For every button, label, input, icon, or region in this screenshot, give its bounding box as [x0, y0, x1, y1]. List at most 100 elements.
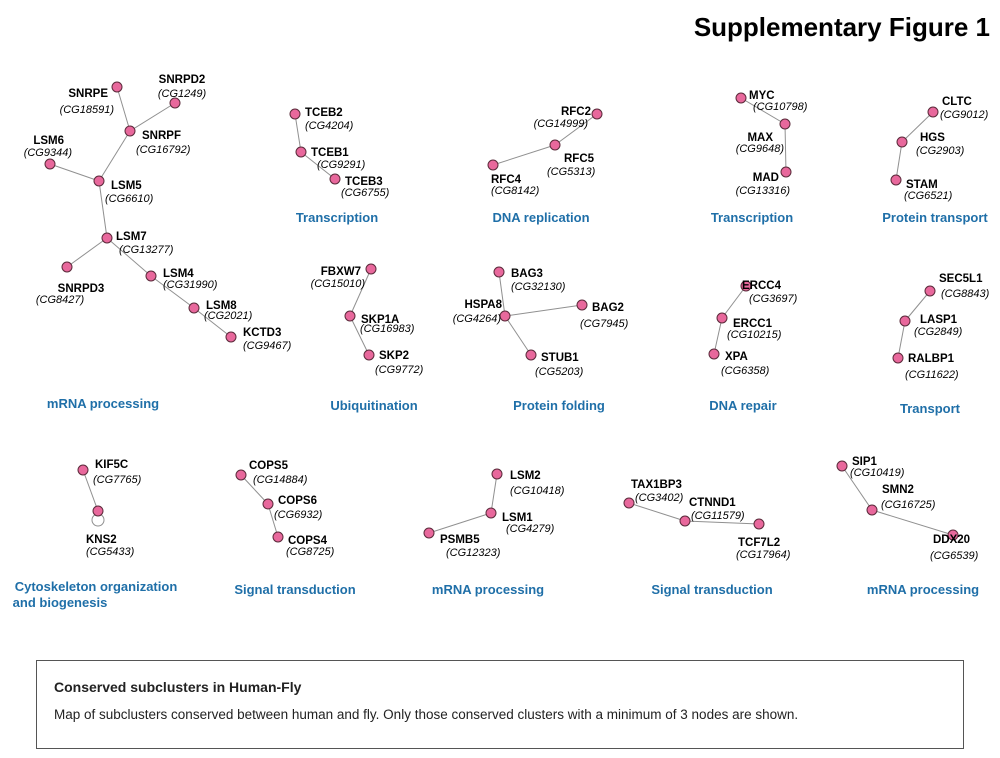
node-tceb2[interactable] [289, 108, 301, 120]
edge-lsm7-lsm4 [106, 237, 152, 277]
edge-snrpf-lsm5 [98, 130, 131, 182]
node-rfc2[interactable] [591, 108, 603, 120]
node-kns2[interactable] [92, 505, 104, 517]
node-max[interactable] [779, 118, 791, 130]
legend-title: Conserved subclusters in Human-Fly [54, 679, 302, 695]
node-ralbp1[interactable] [892, 352, 904, 364]
node-cltc[interactable] [927, 106, 939, 118]
cg-label-myc: (CG10798) [753, 101, 808, 113]
node-myc[interactable] [735, 92, 747, 104]
node-skp1a[interactable] [344, 310, 356, 322]
gene-label-skp2: SKP2 [379, 350, 409, 362]
label-layer: SNRPE (CG18591) SNRPD2 (CG1249) SNRPF (CG1679… [13, 74, 990, 610]
node-rfc5[interactable] [549, 139, 561, 151]
node-kif5c[interactable] [77, 464, 89, 476]
gene-label-stam: STAM [906, 179, 938, 191]
node-rfc4[interactable] [487, 159, 499, 171]
cg-label-hgs: (CG2903) [916, 145, 965, 157]
edge-ercc1-xpa [713, 317, 723, 355]
node-hgs[interactable] [896, 136, 908, 148]
node-cops6[interactable] [262, 498, 274, 510]
edge-rfc2-rfc5 [554, 113, 598, 146]
node-lsm8[interactable] [188, 302, 200, 314]
node-kctd3[interactable] [225, 331, 237, 343]
cg-label-skp2: (CG9772) [375, 364, 424, 376]
node-sip1[interactable] [836, 460, 848, 472]
node-xpa[interactable] [708, 348, 720, 360]
gene-label-rfc5: RFC5 [564, 153, 595, 165]
cg-label-max: (CG9648) [736, 143, 785, 155]
node-snrpd2[interactable] [169, 97, 181, 109]
node-bag3[interactable] [493, 266, 505, 278]
node-snrpf[interactable] [124, 125, 136, 137]
edge-lsm2-lsm1 [490, 473, 498, 514]
gene-label-lasp1: LASP1 [920, 314, 958, 326]
gene-label-cops5: COPS5 [249, 460, 289, 472]
node-tceb1[interactable] [295, 146, 307, 158]
node-tcf7l2[interactable] [753, 518, 765, 530]
node-sec5l1[interactable] [924, 285, 936, 297]
gene-label-lsm8: LSM8 [206, 300, 237, 312]
cg-label-smn2: (CG16725) [881, 499, 936, 511]
gene-label-smn2: SMN2 [882, 484, 914, 496]
cg-label-lsm6: (CG9344) [24, 147, 73, 159]
gene-label-bag3: BAG3 [511, 268, 543, 280]
node-stam[interactable] [890, 174, 902, 186]
node-tax1bp3[interactable] [623, 497, 635, 509]
gene-label-ercc4: ERCC4 [742, 280, 782, 292]
node-lsm5[interactable] [93, 175, 105, 187]
edge-lsm4-lsm8 [150, 275, 195, 309]
cg-label-ralbp1: (CG11622) [905, 369, 959, 381]
gene-label-lsm5: LSM5 [111, 180, 142, 192]
cg-label-bag3: (CG32130) [511, 281, 566, 293]
gene-label-lsm2: LSM2 [510, 470, 541, 482]
node-lsm6[interactable] [44, 158, 56, 170]
cg-label-kif5c: (CG7765) [93, 474, 142, 486]
edge-rfc5-rfc4 [492, 144, 556, 166]
category-label: mRNA processing [867, 582, 979, 597]
node-skp2[interactable] [363, 349, 375, 361]
gene-label-snrpe: SNRPE [68, 88, 108, 100]
cg-label-lsm8: (CG2021) [204, 310, 253, 322]
gene-label-skp1a: SKP1A [361, 314, 399, 326]
node-ercc1[interactable] [716, 312, 728, 324]
edge-tax1bp3-ctnnd1 [628, 502, 686, 522]
cg-label-lsm1: (CG4279) [506, 523, 555, 535]
network-diagram: SNRPE (CG18591) SNRPD2 (CG1249) SNRPF (CG1679… [13, 74, 990, 610]
node-psmb5[interactable] [423, 527, 435, 539]
node-fbxw7[interactable] [365, 263, 377, 275]
edge-sec5l1-lasp1 [904, 290, 931, 322]
cg-label-lsm7: (CG13277) [119, 244, 174, 256]
edge-cops6-cops4 [267, 503, 279, 538]
gene-label-xpa: XPA [725, 351, 748, 363]
node-snrpd3[interactable] [61, 261, 73, 273]
gene-label-cltc: CLTC [942, 96, 972, 108]
node-lsm2[interactable] [491, 468, 503, 480]
node-lsm4[interactable] [145, 270, 157, 282]
node-cops5[interactable] [235, 469, 247, 481]
node-lsm1[interactable] [485, 507, 497, 519]
node-cops4[interactable] [272, 531, 284, 543]
node-ercc4[interactable] [740, 280, 752, 292]
node-bag2[interactable] [576, 299, 588, 311]
gene-label-sec5l1: SEC5L1 [939, 273, 983, 285]
cg-label-snrpd2: (CG1249) [158, 88, 207, 100]
node-hspa8[interactable] [499, 310, 511, 322]
node-ctnnd1[interactable] [679, 515, 691, 527]
node-lasp1[interactable] [899, 315, 911, 327]
node-tceb3[interactable] [329, 173, 341, 185]
node-snrpe[interactable] [111, 81, 123, 93]
node-lsm7[interactable] [101, 232, 113, 244]
node-ddx20[interactable] [947, 529, 959, 541]
node-mad[interactable] [780, 166, 792, 178]
node-smn2[interactable] [866, 504, 878, 516]
edge-ercc4-ercc1 [721, 285, 747, 319]
node-stub1[interactable] [525, 349, 537, 361]
cg-label-mad: (CG13316) [736, 185, 791, 197]
cg-label-sip1: (CG10419) [850, 467, 905, 479]
edge-sip1-smn2 [841, 465, 873, 511]
cg-label-ercc4: (CG3697) [749, 293, 798, 305]
cg-label-tax1bp3: (CG3402) [635, 492, 684, 504]
gene-label-bag2: BAG2 [592, 302, 624, 314]
edge-smn2-ddx20 [871, 509, 954, 536]
